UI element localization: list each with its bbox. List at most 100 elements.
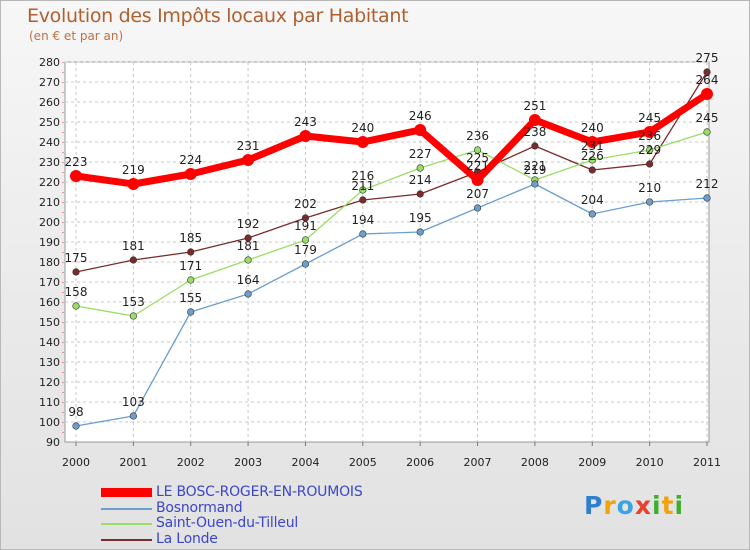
x-tick-label: 2010 <box>636 456 664 469</box>
data-point <box>244 290 252 298</box>
data-point <box>416 228 424 236</box>
data-point <box>244 256 252 264</box>
data-label: 236 <box>466 129 489 143</box>
data-point <box>471 174 484 186</box>
data-label: 98 <box>68 405 83 419</box>
y-tick-label: 270 <box>39 76 60 89</box>
x-tick-label: 2011 <box>693 456 721 469</box>
series-line <box>75 183 708 427</box>
y-tick-label: 130 <box>39 356 60 369</box>
data-label: 229 <box>638 143 661 157</box>
x-tick-label: 2002 <box>177 456 205 469</box>
logo-letter: x <box>634 491 652 520</box>
data-point <box>129 412 137 420</box>
x-tick-label: 2000 <box>62 456 90 469</box>
y-tick-label: 90 <box>46 436 60 449</box>
data-label: 227 <box>409 147 432 161</box>
data-point <box>244 234 252 242</box>
data-label: 236 <box>638 129 661 143</box>
legend-swatch <box>101 523 152 525</box>
y-tick-label: 160 <box>39 296 60 309</box>
x-tick-label: 2003 <box>234 456 262 469</box>
data-point <box>72 302 80 310</box>
data-point <box>588 166 596 174</box>
data-label: 204 <box>581 193 604 207</box>
data-point <box>187 308 195 316</box>
x-tick-label: 2007 <box>464 456 492 469</box>
data-point <box>184 168 197 180</box>
y-tick-label: 190 <box>39 236 60 249</box>
data-point <box>72 268 80 276</box>
logo-letter: i <box>652 491 662 520</box>
data-label: 219 <box>122 163 145 177</box>
x-tick-label: 2005 <box>349 456 377 469</box>
data-label: 153 <box>122 295 145 309</box>
data-point <box>703 128 711 136</box>
legend-swatch <box>101 538 152 541</box>
data-point <box>242 154 255 166</box>
x-tick-label: 2004 <box>291 456 319 469</box>
data-point <box>646 146 654 154</box>
legend-label: Saint-Ouen-du-Tilleul <box>156 515 299 531</box>
data-label: 192 <box>237 217 260 231</box>
data-point <box>703 68 711 76</box>
data-point <box>299 130 312 142</box>
data-label: 179 <box>294 243 317 257</box>
data-label: 191 <box>294 219 317 233</box>
y-tick-label: 120 <box>39 376 60 389</box>
data-point <box>646 198 654 206</box>
chart-title: Evolution des Impôts locaux par Habitant <box>27 5 409 27</box>
data-label: 195 <box>409 211 432 225</box>
series-line <box>75 71 708 273</box>
y-tick-label: 100 <box>39 416 60 429</box>
data-point <box>301 214 310 222</box>
data-label: 212 <box>696 177 719 191</box>
data-point <box>643 126 656 138</box>
y-tick-label: 170 <box>39 276 60 289</box>
data-label: 231 <box>581 139 604 153</box>
data-label: 240 <box>351 121 374 135</box>
data-label: 238 <box>523 125 546 139</box>
data-label: 164 <box>237 273 260 287</box>
logo-letter: P <box>584 491 604 520</box>
data-label: 202 <box>294 197 317 211</box>
data-label: 175 <box>65 251 88 265</box>
data-point <box>531 142 539 150</box>
y-tick-label: 110 <box>39 396 60 409</box>
series-line <box>72 90 711 188</box>
data-label: 181 <box>122 239 145 253</box>
plot-area <box>64 61 710 443</box>
data-label: 185 <box>179 231 202 245</box>
y-tick-label: 260 <box>39 96 60 109</box>
data-label: 243 <box>294 115 317 129</box>
data-point <box>473 204 482 212</box>
data-label: 221 <box>466 159 489 173</box>
y-tick-label: 250 <box>39 116 60 129</box>
data-point <box>588 210 596 218</box>
legend-label: Bosnormand <box>156 499 243 516</box>
data-label: 246 <box>409 109 432 123</box>
data-label: 224 <box>179 153 202 167</box>
data-point <box>70 170 82 182</box>
data-point <box>359 186 367 194</box>
data-point <box>646 160 654 168</box>
legend-swatch <box>101 488 152 497</box>
data-point <box>414 124 427 136</box>
data-point <box>356 136 369 148</box>
data-point <box>359 230 367 238</box>
logo-letter: i <box>674 491 685 520</box>
data-label: 216 <box>351 169 374 183</box>
x-tick-label: 2008 <box>521 456 549 469</box>
data-label: 223 <box>65 155 88 169</box>
data-label: 251 <box>523 99 546 113</box>
data-point <box>586 136 599 148</box>
data-label: 214 <box>409 173 432 187</box>
data-label: 245 <box>696 111 719 125</box>
data-point <box>701 88 713 100</box>
logo-letter: t <box>661 491 675 520</box>
y-tick-label: 140 <box>39 336 60 349</box>
data-label: 226 <box>581 149 604 163</box>
data-point <box>129 312 137 320</box>
